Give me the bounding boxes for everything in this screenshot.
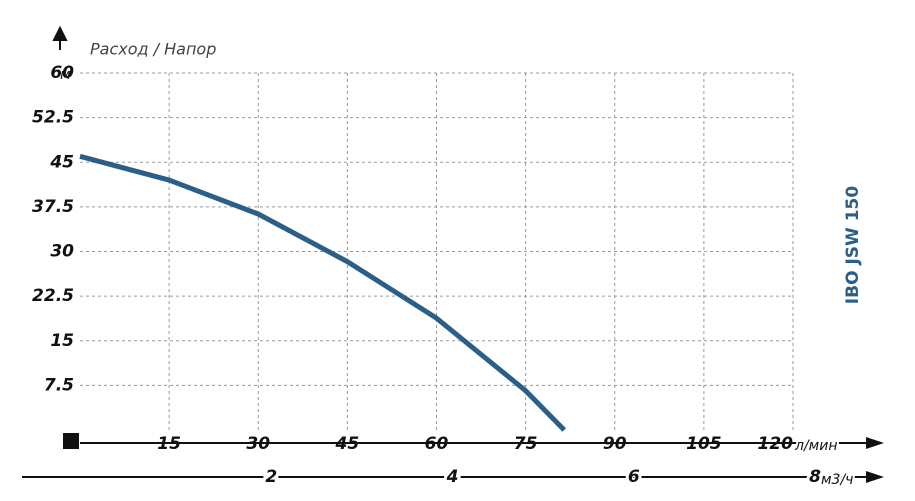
x-tick-label: 15 <box>157 434 181 454</box>
x-tick-label: 45 <box>335 434 360 454</box>
origin-square <box>63 433 79 449</box>
y-tick-label: 30 <box>50 242 74 262</box>
y-tick-label: 15 <box>50 331 74 351</box>
x-unit: л/мин <box>794 438 837 454</box>
y-arrow <box>52 25 68 50</box>
y-tick-label: 37.5 <box>32 197 74 217</box>
x-tick-label: 120 <box>758 434 794 454</box>
x-tick-label: 60 <box>425 434 449 454</box>
x2-tick-label: 6 <box>628 467 640 487</box>
chart-title: IBO JSW 150 <box>843 186 863 305</box>
x-tick-label: 75 <box>514 434 538 454</box>
y-tick-label: 52.5 <box>32 108 74 128</box>
x-tick-label: 30 <box>246 434 270 454</box>
x-arrow <box>866 437 884 449</box>
x2-tick-label: 2 <box>265 467 277 487</box>
y-tick-label: 22.5 <box>32 286 74 306</box>
y-unit: м <box>60 67 71 83</box>
y-axis-label: Расход / Напор <box>90 40 216 59</box>
x2-tick-label: 8 <box>809 467 821 487</box>
x2-unit: м3/ч <box>821 472 853 488</box>
y-tick-label: 45 <box>49 152 74 172</box>
x2-arrow <box>866 471 884 483</box>
y-tick-label: 7.5 <box>44 375 74 395</box>
curve <box>79 153 567 432</box>
x-tick-label: 105 <box>686 434 722 454</box>
x2-tick-label: 4 <box>446 467 459 487</box>
y-tick-label: 60 <box>50 63 74 83</box>
x-tick-label: 90 <box>603 434 627 454</box>
